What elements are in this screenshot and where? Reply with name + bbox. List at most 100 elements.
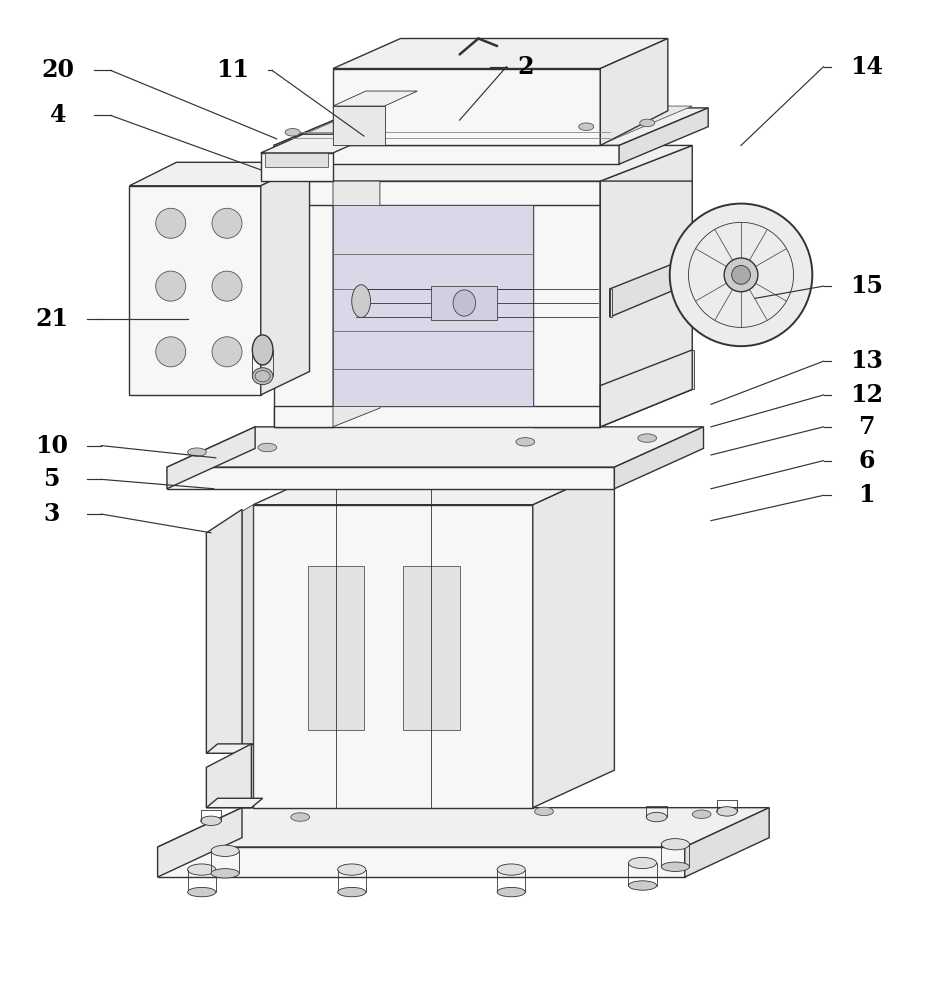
Polygon shape	[167, 467, 614, 489]
Polygon shape	[333, 181, 380, 427]
Polygon shape	[600, 181, 692, 427]
Polygon shape	[158, 808, 242, 877]
Circle shape	[724, 258, 758, 292]
Text: 10: 10	[35, 434, 68, 458]
Ellipse shape	[661, 839, 689, 850]
Ellipse shape	[188, 448, 206, 456]
Ellipse shape	[352, 285, 371, 318]
Text: 11: 11	[216, 58, 250, 82]
Text: 14: 14	[850, 55, 884, 79]
Text: 1: 1	[858, 483, 875, 507]
Ellipse shape	[628, 881, 657, 890]
Polygon shape	[333, 106, 385, 145]
Ellipse shape	[255, 371, 270, 382]
Text: 7: 7	[858, 415, 875, 439]
Polygon shape	[274, 181, 333, 427]
Circle shape	[732, 265, 750, 284]
Polygon shape	[431, 286, 497, 320]
Text: 21: 21	[35, 307, 68, 331]
Polygon shape	[333, 39, 668, 69]
Ellipse shape	[685, 248, 709, 302]
Ellipse shape	[201, 816, 221, 825]
Polygon shape	[158, 808, 769, 847]
Polygon shape	[129, 162, 310, 186]
Polygon shape	[619, 108, 708, 164]
Polygon shape	[333, 69, 600, 145]
Ellipse shape	[640, 119, 655, 127]
Ellipse shape	[628, 857, 657, 869]
Ellipse shape	[285, 129, 300, 136]
Text: 6: 6	[858, 449, 875, 473]
Circle shape	[212, 337, 242, 367]
Polygon shape	[286, 106, 692, 142]
Polygon shape	[206, 744, 253, 753]
Ellipse shape	[252, 368, 273, 385]
Polygon shape	[274, 108, 708, 145]
Polygon shape	[333, 91, 417, 106]
Text: 13: 13	[850, 349, 884, 373]
Circle shape	[156, 271, 186, 301]
Ellipse shape	[188, 887, 216, 897]
Polygon shape	[274, 406, 600, 427]
Ellipse shape	[692, 810, 711, 818]
Polygon shape	[610, 289, 612, 317]
Ellipse shape	[252, 335, 273, 365]
Text: 2: 2	[517, 55, 534, 79]
Polygon shape	[265, 153, 328, 167]
Circle shape	[670, 204, 812, 346]
Ellipse shape	[535, 807, 553, 816]
Polygon shape	[692, 350, 694, 389]
Ellipse shape	[497, 887, 525, 897]
Polygon shape	[600, 145, 692, 427]
Text: 20: 20	[41, 58, 75, 82]
Ellipse shape	[211, 845, 239, 856]
Ellipse shape	[579, 123, 594, 130]
Ellipse shape	[338, 864, 366, 875]
Ellipse shape	[497, 864, 525, 875]
Ellipse shape	[646, 812, 667, 822]
Polygon shape	[600, 350, 692, 427]
Polygon shape	[274, 181, 600, 205]
Polygon shape	[533, 181, 600, 427]
Polygon shape	[261, 153, 333, 181]
Ellipse shape	[188, 864, 216, 875]
Polygon shape	[533, 467, 614, 808]
Ellipse shape	[516, 438, 535, 446]
Polygon shape	[610, 256, 692, 317]
Polygon shape	[206, 744, 251, 808]
Polygon shape	[253, 505, 533, 808]
Polygon shape	[403, 566, 460, 730]
Text: 12: 12	[850, 383, 884, 407]
Circle shape	[212, 208, 242, 238]
Polygon shape	[253, 467, 614, 505]
Ellipse shape	[211, 869, 239, 878]
Polygon shape	[167, 427, 704, 467]
Text: 3: 3	[43, 502, 60, 526]
Text: 4: 4	[50, 103, 67, 127]
Polygon shape	[167, 427, 255, 489]
Circle shape	[156, 337, 186, 367]
Polygon shape	[274, 145, 619, 164]
Text: 15: 15	[850, 274, 884, 298]
Polygon shape	[261, 162, 310, 395]
Polygon shape	[274, 145, 692, 181]
Polygon shape	[129, 186, 261, 395]
Polygon shape	[274, 108, 363, 164]
Ellipse shape	[258, 443, 277, 452]
Circle shape	[156, 208, 186, 238]
Polygon shape	[600, 39, 668, 145]
Circle shape	[212, 271, 242, 301]
Ellipse shape	[338, 887, 366, 897]
Ellipse shape	[453, 290, 476, 316]
Polygon shape	[158, 847, 685, 877]
Polygon shape	[308, 566, 364, 730]
Polygon shape	[614, 427, 704, 489]
Polygon shape	[206, 798, 263, 808]
Text: 5: 5	[43, 467, 60, 491]
Ellipse shape	[717, 807, 737, 816]
Polygon shape	[685, 808, 769, 877]
Ellipse shape	[638, 434, 657, 442]
Polygon shape	[242, 505, 253, 808]
Polygon shape	[206, 509, 242, 753]
Ellipse shape	[291, 813, 310, 821]
